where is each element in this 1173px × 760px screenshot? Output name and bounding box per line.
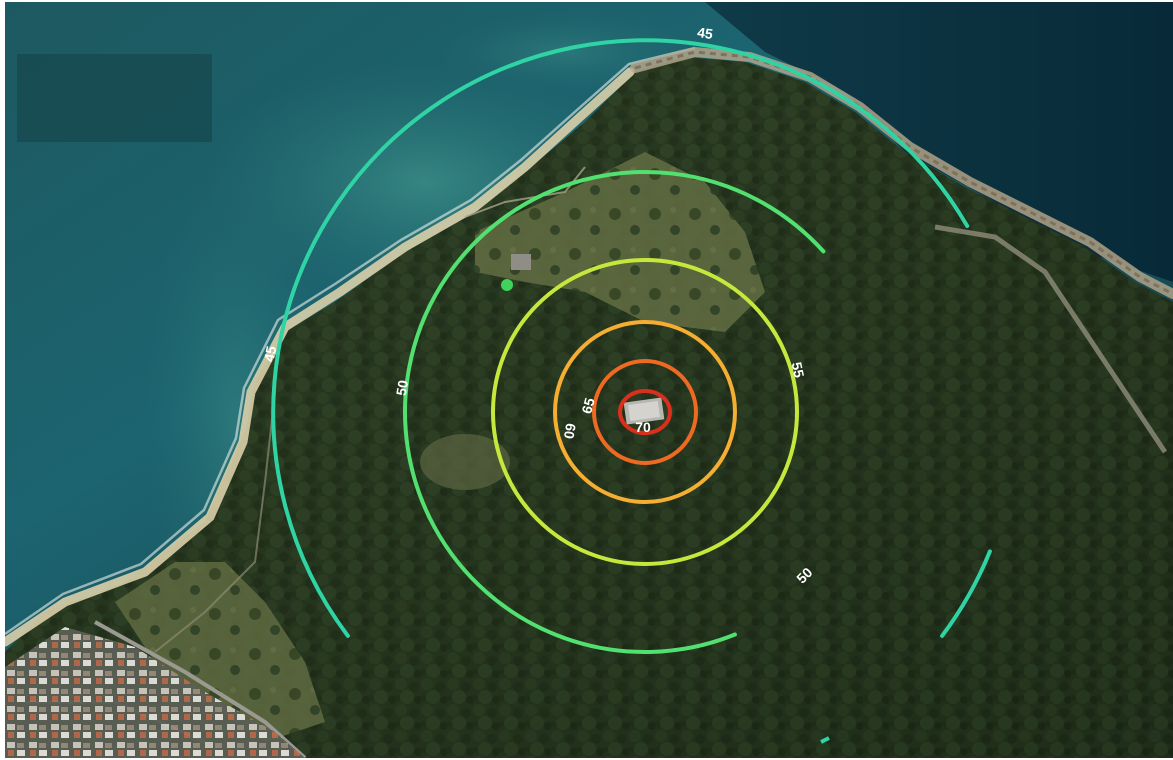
rocky-coast <box>634 50 1173 296</box>
noise-contours <box>271 38 992 744</box>
sea-patch <box>17 54 212 142</box>
footpath <box>154 391 276 653</box>
house <box>511 254 531 270</box>
town-area <box>5 627 305 758</box>
forest-shade <box>5 57 1173 758</box>
street <box>94 620 307 758</box>
contour-55-line <box>491 258 799 566</box>
shoreline-surf <box>5 46 696 636</box>
contour-label-65: 65 <box>578 396 598 415</box>
source-marker-dot[interactable] <box>501 279 513 291</box>
source-building <box>628 400 660 422</box>
park-clearing <box>420 434 510 490</box>
contour-45-line <box>271 38 970 638</box>
contour-60-line <box>553 320 737 504</box>
contour-labels: 45 45 50 50 55 60 65 70 <box>261 24 816 586</box>
contour-50-line <box>403 169 826 654</box>
contour-45-line <box>940 549 992 638</box>
park-clearing <box>115 562 325 742</box>
map-view[interactable]: 45 45 50 50 55 60 65 70 <box>5 2 1173 758</box>
park-clearing <box>475 152 765 332</box>
coastal-road <box>934 224 1168 454</box>
contour-70-line <box>618 389 672 435</box>
contour-65-line <box>592 359 698 465</box>
contour-label-60: 60 <box>561 422 579 440</box>
deep-sea-area <box>705 2 1173 282</box>
contour-label-55: 55 <box>789 361 808 380</box>
contour-45-fragment <box>820 736 830 744</box>
contour-label-45: 45 <box>261 344 280 363</box>
contour-label-50: 50 <box>393 379 411 397</box>
contour-label-70: 70 <box>635 419 651 435</box>
contour-label-45: 45 <box>696 24 714 42</box>
